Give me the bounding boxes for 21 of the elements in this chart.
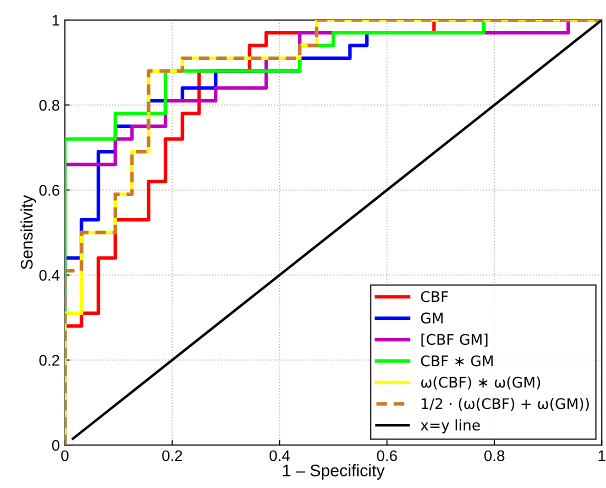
y-tick-label: 0.6 — [39, 184, 60, 196]
x-tick-label: 0 — [61, 450, 68, 462]
legend-label: GM — [421, 312, 443, 324]
y-tick-label: 0 — [52, 440, 60, 451]
y-axis-title: Sensitivity — [20, 195, 36, 270]
x-axis-title: 1 – Specificity — [283, 464, 385, 480]
legend-label: [CBF GM] — [421, 334, 488, 347]
y-tick-label: 0.2 — [39, 354, 60, 366]
legend-label: 1/2 · (ω(CBF) + ω(GM)) — [422, 398, 589, 411]
legend-label: x=y line — [420, 419, 480, 434]
y-tick-label: 1 — [52, 15, 60, 26]
x-tick-label: 0.6 — [376, 450, 397, 462]
x-tick-label: 0.4 — [270, 450, 290, 462]
x-tick-label: 0.8 — [484, 450, 504, 462]
x-tick-label: 1 — [598, 450, 606, 461]
x-tick-label: 0.2 — [162, 450, 182, 462]
y-tick-label: 0.8 — [39, 100, 60, 111]
y-tick-label: 0.4 — [39, 270, 60, 281]
legend-label: CBF ∗ GM — [421, 355, 493, 366]
legend-label: CBF — [421, 291, 448, 302]
legend-label: ω(CBF) ∗ ω(GM) — [421, 376, 540, 390]
